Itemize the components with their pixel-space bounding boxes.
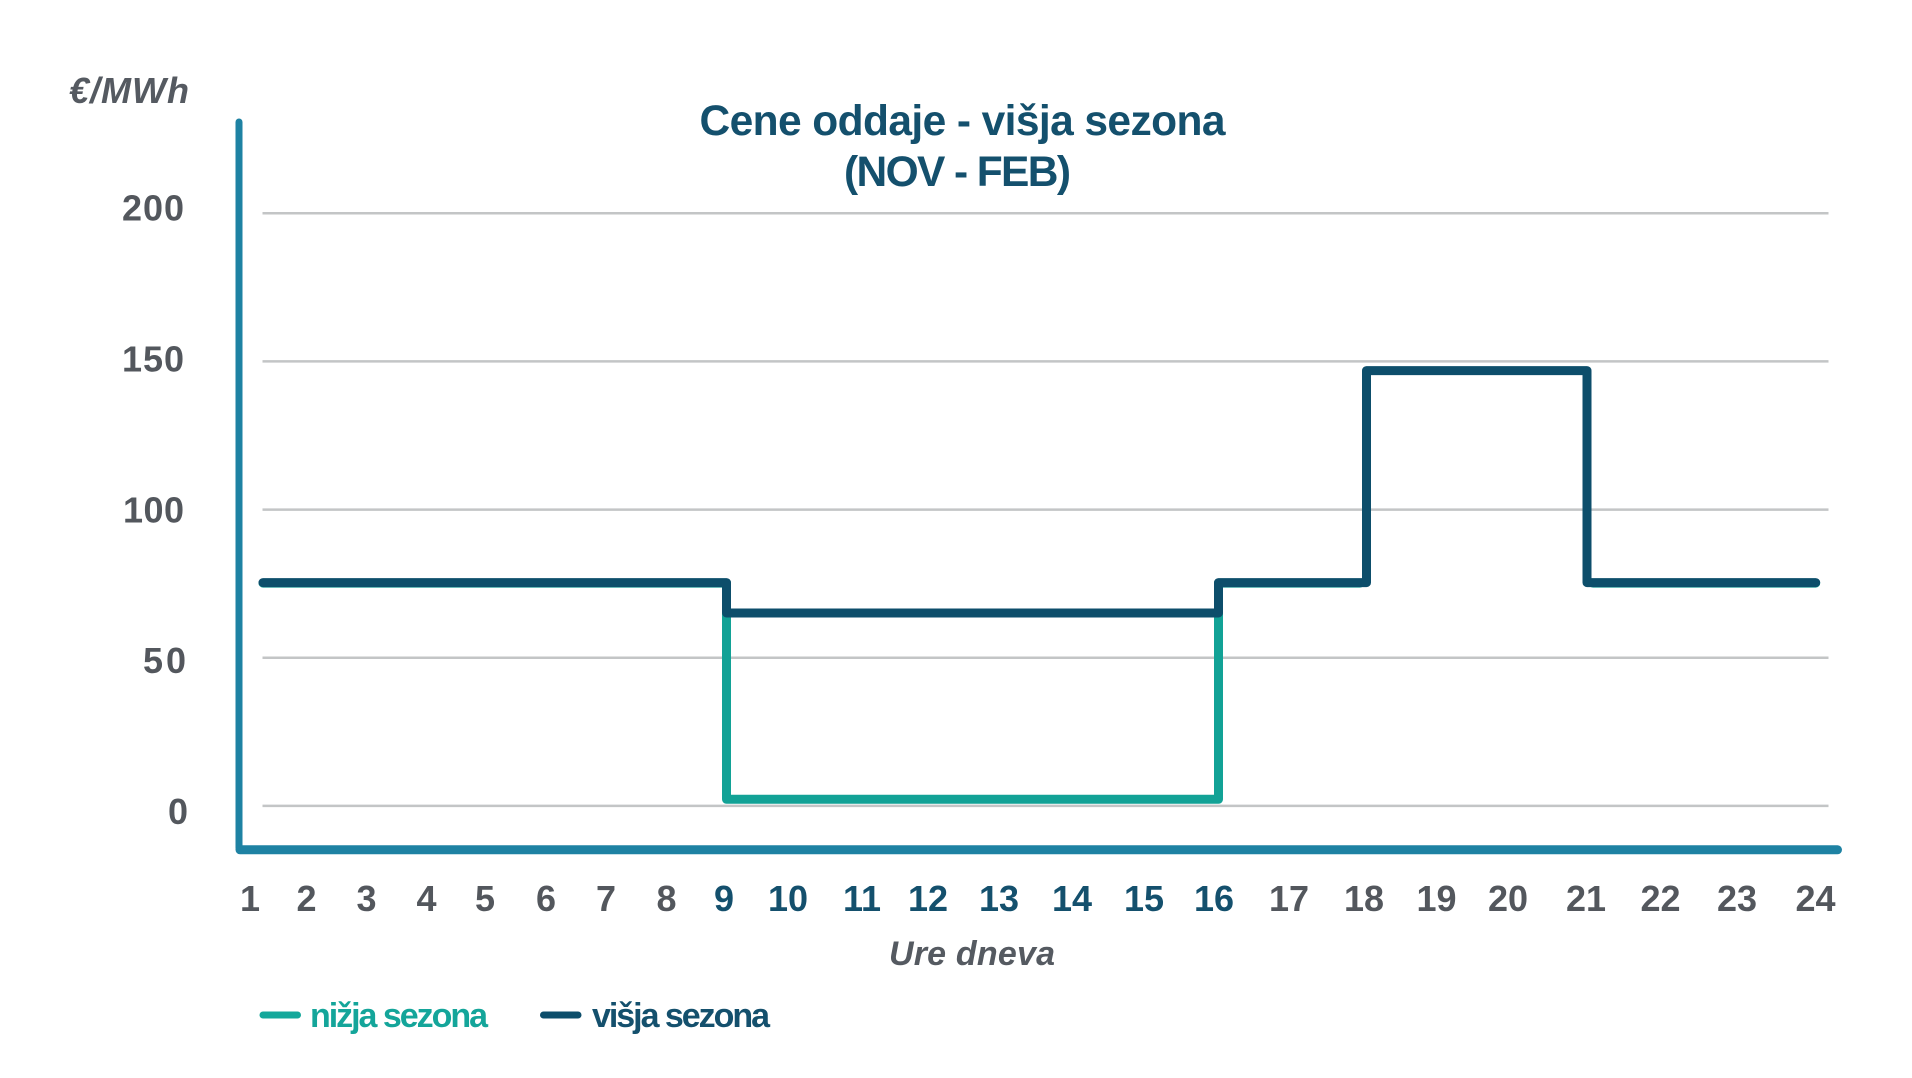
svg-text:7: 7 xyxy=(596,878,616,919)
svg-text:18: 18 xyxy=(1344,878,1384,919)
svg-text:19: 19 xyxy=(1416,878,1456,919)
svg-text:Cene oddaje - višja sezona: Cene oddaje - višja sezona xyxy=(700,98,1226,145)
svg-text:24: 24 xyxy=(1795,878,1835,919)
svg-text:1: 1 xyxy=(240,878,260,919)
svg-text:17: 17 xyxy=(1269,878,1309,919)
svg-text:10: 10 xyxy=(768,878,808,919)
svg-text:200: 200 xyxy=(122,187,184,228)
svg-text:3: 3 xyxy=(356,878,376,919)
svg-text:21: 21 xyxy=(1566,878,1606,919)
svg-text:12: 12 xyxy=(908,878,948,919)
svg-text:16: 16 xyxy=(1194,878,1234,919)
svg-text:Ure dneva: Ure dneva xyxy=(889,935,1055,973)
svg-text:22: 22 xyxy=(1640,878,1680,919)
svg-text:0: 0 xyxy=(168,791,188,832)
svg-text:9: 9 xyxy=(714,878,734,919)
svg-text:6: 6 xyxy=(536,878,556,919)
svg-text:100: 100 xyxy=(123,489,184,530)
svg-text:nižja sezona: nižja sezona xyxy=(310,997,489,1035)
svg-text:150: 150 xyxy=(122,338,184,379)
svg-text:(NOV - FEB): (NOV - FEB) xyxy=(844,149,1071,196)
svg-text:4: 4 xyxy=(416,878,436,919)
svg-text:14: 14 xyxy=(1052,878,1092,919)
svg-text:višja sezona: višja sezona xyxy=(592,997,771,1035)
svg-text:5: 5 xyxy=(475,878,495,919)
svg-text:23: 23 xyxy=(1717,878,1757,919)
svg-text:20: 20 xyxy=(1488,878,1528,919)
svg-text:15: 15 xyxy=(1124,878,1164,919)
svg-text:2: 2 xyxy=(296,878,316,919)
svg-text:€/MWh: €/MWh xyxy=(69,70,189,111)
svg-text:13: 13 xyxy=(979,878,1019,919)
svg-text:8: 8 xyxy=(656,878,676,919)
svg-text:11: 11 xyxy=(843,878,881,919)
